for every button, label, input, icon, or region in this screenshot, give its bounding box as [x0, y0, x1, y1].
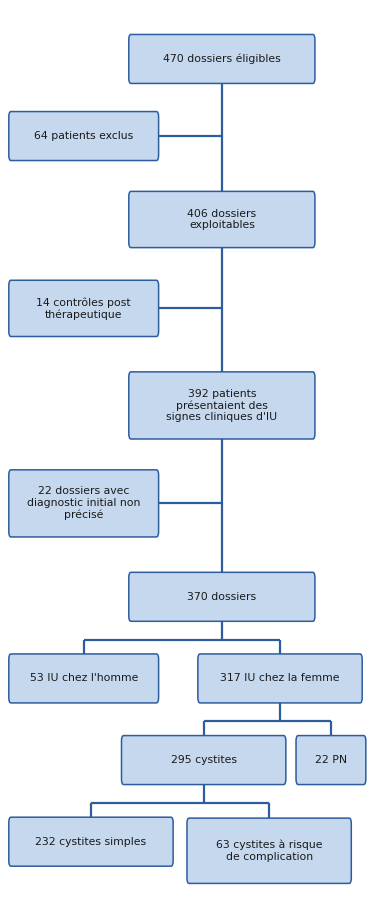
- Text: 232 cystites simples: 232 cystites simples: [35, 836, 147, 847]
- Text: 406 dossiers
exploitables: 406 dossiers exploitables: [187, 209, 256, 230]
- Text: 22 PN: 22 PN: [315, 755, 347, 766]
- Text: 295 cystites: 295 cystites: [171, 755, 237, 766]
- Text: 317 IU chez la femme: 317 IU chez la femme: [220, 673, 340, 684]
- FancyBboxPatch shape: [9, 654, 158, 703]
- Text: 392 patients
présentaient des
signes cliniques d'IU: 392 patients présentaient des signes cli…: [166, 388, 278, 423]
- FancyBboxPatch shape: [187, 818, 351, 883]
- Text: 53 IU chez l'homme: 53 IU chez l'homme: [30, 673, 138, 684]
- FancyBboxPatch shape: [296, 736, 366, 785]
- FancyBboxPatch shape: [9, 280, 158, 336]
- FancyBboxPatch shape: [129, 572, 315, 621]
- Text: 370 dossiers: 370 dossiers: [187, 591, 256, 602]
- Text: 470 dossiers éligibles: 470 dossiers éligibles: [163, 54, 281, 64]
- Text: 64 patients exclus: 64 patients exclus: [34, 131, 133, 141]
- FancyBboxPatch shape: [129, 372, 315, 439]
- Text: 14 contrôles post
thérapeutique: 14 contrôles post thérapeutique: [36, 297, 131, 320]
- FancyBboxPatch shape: [122, 736, 286, 785]
- FancyBboxPatch shape: [129, 34, 315, 83]
- FancyBboxPatch shape: [9, 817, 173, 866]
- FancyBboxPatch shape: [9, 470, 158, 537]
- Text: 22 dossiers avec
diagnostic initial non
précisé: 22 dossiers avec diagnostic initial non …: [27, 486, 140, 521]
- Text: 63 cystites à risque
de complication: 63 cystites à risque de complication: [216, 840, 322, 862]
- FancyBboxPatch shape: [9, 112, 158, 161]
- FancyBboxPatch shape: [129, 191, 315, 248]
- FancyBboxPatch shape: [198, 654, 362, 703]
